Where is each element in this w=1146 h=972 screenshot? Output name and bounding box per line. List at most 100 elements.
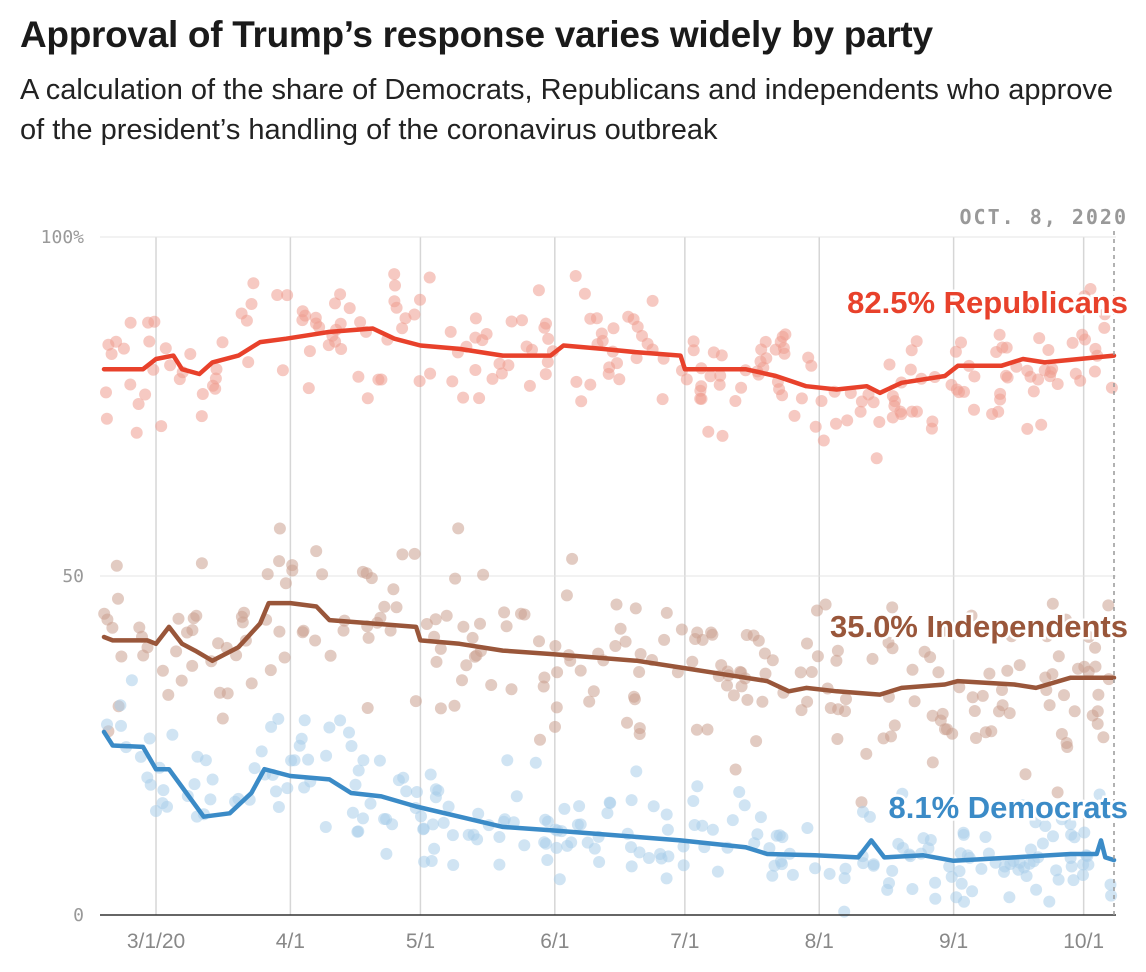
poll-dot (349, 778, 362, 791)
poll-dot (636, 329, 648, 342)
poll-dot (493, 858, 506, 871)
poll-dot (936, 624, 949, 637)
poll-dot (343, 726, 355, 739)
poll-dot (471, 833, 484, 846)
poll-dot (273, 625, 286, 638)
poll-dot (918, 645, 931, 658)
poll-dot (905, 344, 918, 357)
poll-dot (706, 823, 719, 836)
poll-dot (801, 822, 814, 834)
poll-dot (755, 343, 768, 356)
poll-dot (472, 807, 485, 820)
poll-dot (966, 885, 979, 898)
poll-dot (270, 785, 282, 798)
poll-dot (498, 813, 511, 826)
poll-dot (357, 754, 370, 767)
poll-dot (1019, 768, 1032, 781)
poll-dot (384, 624, 397, 637)
poll-dot (426, 818, 439, 831)
poll-dot (147, 363, 160, 376)
poll-dot (996, 684, 1008, 696)
poll-dot (115, 650, 128, 663)
poll-dot (1039, 671, 1052, 684)
poll-dot (1047, 830, 1059, 843)
poll-dot (324, 649, 337, 662)
poll-dot (1091, 717, 1104, 730)
poll-dot (196, 388, 209, 400)
poll-dot (188, 778, 201, 791)
poll-dot (574, 664, 587, 677)
poll-dot (1092, 688, 1105, 701)
poll-dot (446, 375, 459, 388)
poll-dot (1065, 860, 1078, 873)
poll-dot (691, 780, 704, 793)
series-label-democrats: 8.1% Democrats (888, 790, 1128, 825)
poll-dot (1097, 731, 1110, 744)
poll-dot (885, 730, 897, 743)
poll-dot (625, 794, 638, 807)
poll-dot (296, 314, 309, 327)
poll-dot (558, 802, 571, 815)
trend-line-democrats (101, 729, 1117, 864)
poll-dot (124, 316, 137, 329)
poll-dot (156, 664, 169, 677)
poll-dot (414, 293, 426, 306)
poll-dot (413, 375, 426, 388)
poll-dot (688, 819, 701, 831)
poll-dot (316, 568, 329, 581)
poll-dot (996, 699, 1009, 712)
poll-dot (526, 343, 538, 356)
y-tick-label: 0 (73, 905, 84, 926)
poll-dot (805, 666, 818, 678)
poll-dot (457, 391, 470, 404)
gridlines (100, 236, 1116, 915)
poll-dot (255, 745, 268, 758)
poll-dot (686, 655, 699, 668)
poll-dot (819, 598, 832, 611)
poll-dot (621, 716, 633, 729)
poll-dot (423, 271, 436, 284)
poll-dot (583, 695, 596, 708)
poll-dot (516, 314, 528, 327)
poll-dot (634, 648, 647, 660)
poll-dot (569, 270, 582, 282)
poll-dot (534, 733, 546, 746)
poll-dot (1024, 370, 1037, 383)
poll-dot (656, 393, 669, 406)
poll-dot (881, 883, 894, 896)
poll-dot (854, 405, 867, 418)
poll-dot (115, 719, 127, 732)
poll-dot (660, 808, 673, 821)
poll-dot (329, 335, 342, 348)
poll-dot (839, 705, 851, 718)
poll-dot (448, 699, 461, 712)
poll-dot (906, 883, 919, 895)
poll-dot (195, 410, 208, 423)
poll-dot (272, 712, 285, 725)
poll-dot (873, 416, 886, 428)
poll-dot (1082, 858, 1095, 871)
poll-dot (100, 386, 112, 399)
poll-dot (541, 854, 554, 866)
poll-dot (1064, 818, 1077, 831)
poll-dot (529, 756, 542, 769)
poll-dot (613, 373, 626, 386)
poll-dot (539, 368, 552, 381)
poll-dot (273, 522, 286, 535)
poll-dot (733, 786, 746, 798)
poll-dot (293, 739, 306, 752)
poll-dot (716, 429, 729, 442)
poll-dot (352, 370, 365, 383)
poll-dot (549, 640, 562, 652)
poll-dot (801, 637, 813, 650)
poll-dot (729, 763, 742, 776)
poll-dot (532, 284, 545, 297)
poll-dot (603, 796, 616, 809)
poll-dot (550, 841, 563, 854)
poll-dot (954, 847, 967, 860)
poll-dot (334, 714, 347, 727)
poll-dot (537, 680, 550, 693)
poll-dot (860, 747, 873, 760)
poll-dot (550, 701, 563, 714)
